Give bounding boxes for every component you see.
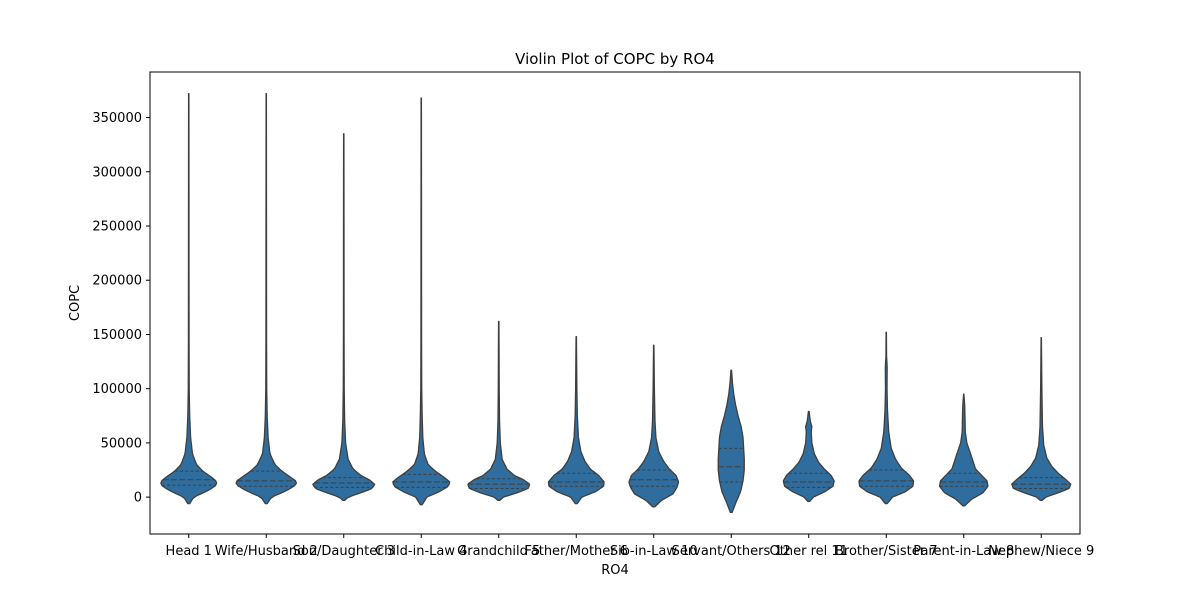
violin [628, 344, 680, 508]
x-tick-label: Wife/Husband 2 [215, 544, 318, 559]
y-tick-label: 250000 [92, 220, 142, 235]
violin [392, 97, 451, 506]
y-tick-label: 50000 [101, 436, 142, 451]
y-tick-label: 100000 [92, 382, 142, 397]
x-tick-label: Nephew/Niece 9 [988, 544, 1094, 559]
x-tick-label: Parent-in-Law 8 [913, 544, 1014, 559]
violin [160, 93, 218, 505]
violin [547, 335, 605, 505]
x-tick-label: Sib-in-Law 10 [610, 544, 698, 559]
violin [235, 93, 298, 505]
y-tick-label: 350000 [92, 111, 142, 126]
violin-body [858, 331, 915, 505]
violin-body [392, 97, 451, 506]
plot-frame [149, 71, 1081, 535]
violin-body [312, 133, 376, 502]
x-tick-label: Servant/Others 12 [672, 544, 791, 559]
y-tick-label: 300000 [92, 165, 142, 180]
y-axis: 0 50000 100000 150000 200000 250000 300000 3500… [92, 111, 150, 506]
violin-body [782, 410, 835, 503]
violin [312, 133, 376, 502]
violin [717, 369, 745, 513]
violin [782, 410, 835, 503]
violin-body [235, 93, 298, 505]
violin-body [717, 369, 745, 513]
x-tick-label: Brother/Sister 7 [835, 544, 937, 559]
x-tick-label: Grandchild 5 [457, 544, 540, 559]
y-tick-label: 200000 [92, 274, 142, 289]
x-tick-label: Head 1 [166, 544, 212, 559]
violin-series-group [160, 93, 1072, 513]
violin [858, 331, 915, 505]
violin-body [628, 344, 680, 508]
violin-body [1011, 337, 1072, 502]
violin [467, 320, 531, 502]
violin-body [160, 93, 218, 505]
y-tick-label: 150000 [92, 328, 142, 343]
chart-title: Violin Plot of COPC by RO4 [515, 50, 715, 68]
x-tick-label: Other rel 11 [770, 544, 848, 559]
violin-body [547, 335, 605, 505]
violin-body [938, 393, 989, 507]
violin [938, 393, 989, 507]
x-tick-label: Son/Daughter 3 [293, 544, 395, 559]
violin-body [467, 320, 531, 502]
x-tick-label: Father/Mother 6 [524, 544, 628, 559]
x-axis-label: RO4 [601, 563, 629, 578]
x-tick-label: Child-in-Law 4 [375, 544, 467, 559]
y-axis-label: COPC [68, 285, 83, 321]
y-tick-label: 0 [134, 491, 142, 506]
violin [1011, 337, 1072, 502]
